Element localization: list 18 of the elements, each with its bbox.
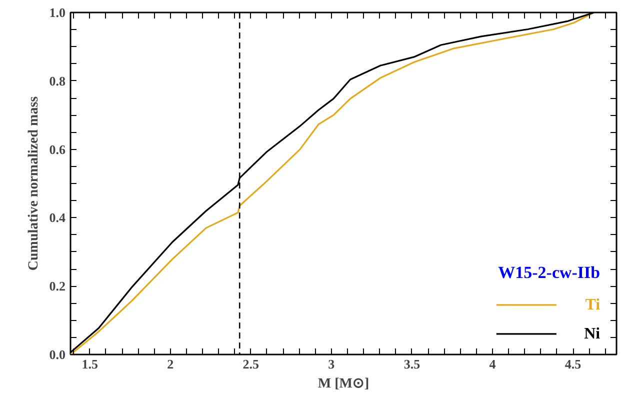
y-tick-label: 0.0 xyxy=(49,347,66,362)
y-tick-label: 0.4 xyxy=(49,210,66,226)
y-tick-label: 1.0 xyxy=(49,5,66,20)
y-tick-label: 0.6 xyxy=(49,142,66,157)
legend-label: Ti xyxy=(585,296,601,314)
x-tick-label: 4.5 xyxy=(564,356,582,372)
x-tick-label: 2 xyxy=(167,356,174,372)
x-tick-label: 4 xyxy=(489,356,496,372)
legend-label: Ni xyxy=(584,325,601,342)
x-tick-label: 3 xyxy=(328,356,336,372)
y-axis-title: Cumulative normalized mass xyxy=(26,96,42,271)
legend-title: W15-2-cw-IIb xyxy=(498,262,600,282)
y-tick-label: 0.2 xyxy=(49,278,66,294)
x-tick-label: 2.5 xyxy=(242,356,260,372)
x-axis-title: M [M⊙] xyxy=(318,376,370,392)
x-tick-label: 3.5 xyxy=(404,356,421,372)
x-tick-label: 1.5 xyxy=(82,356,98,372)
y-tick-label: 0.8 xyxy=(49,73,66,88)
